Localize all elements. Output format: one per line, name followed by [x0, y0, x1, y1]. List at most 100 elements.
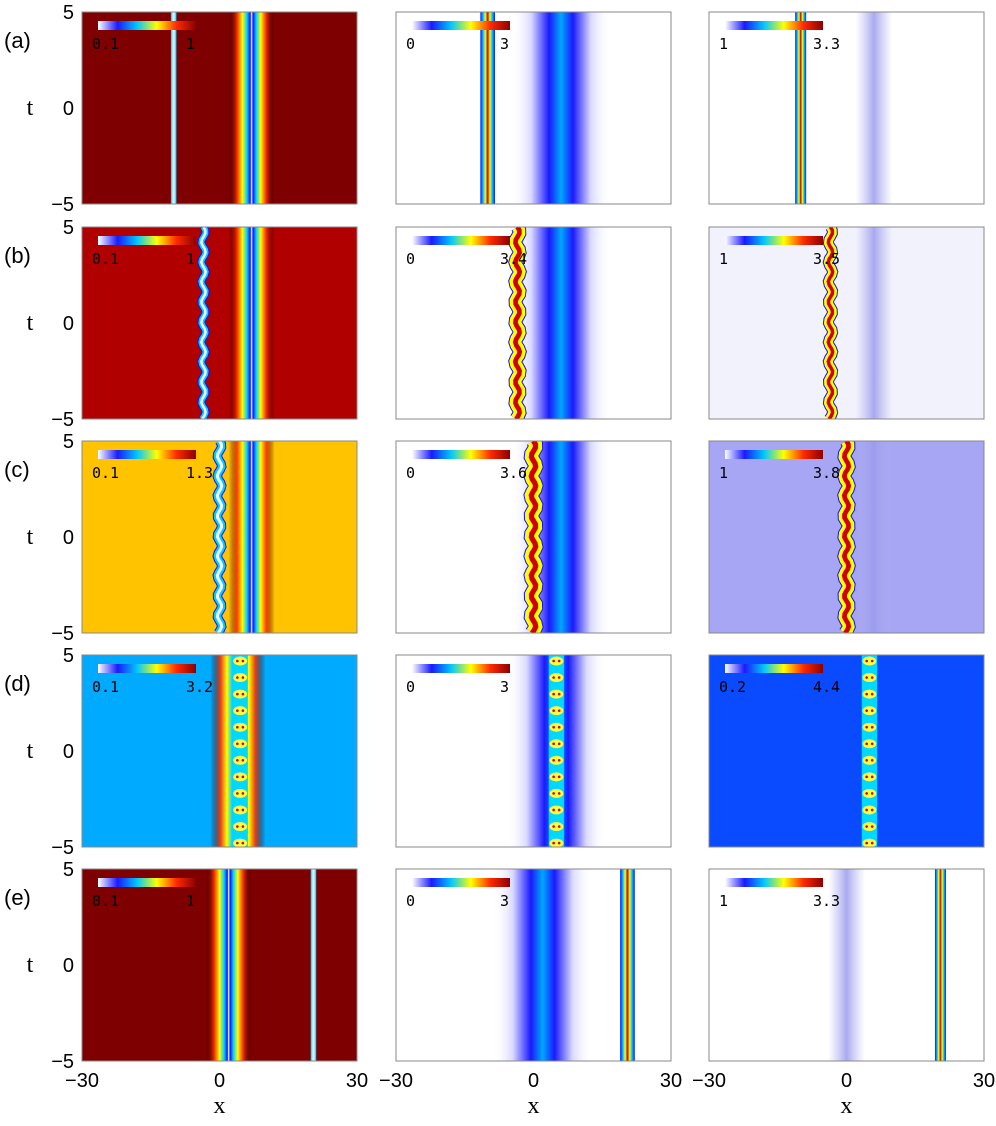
soliton-band — [855, 441, 893, 633]
y-tick-label: −5 — [51, 1051, 74, 1073]
colorbar-max-label: 3.4 — [500, 250, 527, 268]
y-tick-label: 5 — [63, 645, 74, 667]
y-tick-label: 5 — [63, 2, 74, 24]
breather-bead — [549, 689, 564, 699]
breather-bead — [236, 775, 239, 779]
panel-frame — [708, 868, 985, 1062]
panel-frame — [395, 11, 672, 205]
breather-bead — [865, 792, 868, 795]
breather-bead — [233, 689, 248, 699]
soliton-band — [480, 12, 495, 204]
colorbar-min-label: 0 — [406, 250, 415, 268]
panel-row-label: (d) — [4, 671, 31, 696]
breather-bead — [236, 676, 239, 679]
panel-frame — [708, 11, 985, 205]
breather-bead — [236, 792, 239, 795]
breather-bead — [233, 822, 248, 832]
soliton-band — [855, 227, 893, 419]
x-tick-label: 30 — [346, 1070, 368, 1092]
y-tick-label: 5 — [63, 217, 74, 239]
x-tick-label: −30 — [65, 1070, 99, 1092]
breather-bead — [241, 709, 245, 712]
y-tick-label: 0 — [63, 527, 74, 549]
breather-bead — [241, 792, 245, 795]
breather-bead — [549, 772, 564, 782]
colorbar — [98, 236, 196, 245]
breather-bead — [557, 825, 561, 828]
colorbar-max-label: 4.4 — [813, 678, 840, 696]
breather-bead — [233, 739, 248, 749]
breather-bead — [557, 659, 561, 663]
soliton-band — [620, 869, 635, 1061]
colorbar — [725, 664, 823, 673]
colorbar-max-label: 3 — [500, 35, 509, 53]
breather-bead — [549, 739, 564, 749]
x-tick-label: −30 — [692, 1070, 726, 1092]
breather-line — [200, 227, 207, 419]
y-axis-label: t — [27, 310, 34, 336]
soliton-band — [828, 869, 865, 1061]
panel-background — [82, 227, 357, 419]
x-tick-label: 0 — [841, 1070, 852, 1092]
breather-bead — [549, 788, 564, 798]
x-axis-label: x — [528, 1093, 540, 1119]
breather-bead — [870, 742, 874, 746]
breather-bead — [865, 808, 868, 812]
colorbar-max-label: 3 — [500, 892, 509, 910]
breather-bead — [870, 692, 874, 696]
breather-bead — [862, 689, 877, 699]
y-tick-label: 0 — [63, 98, 74, 120]
breather-bead — [549, 722, 564, 732]
breather-bead — [552, 841, 555, 845]
heatmap-panel: 1 3.3 −30 0 30 x — [692, 868, 995, 1119]
panel-frame — [395, 868, 672, 1062]
colorbar-min-label: 0 — [406, 464, 415, 482]
soliton-band — [511, 227, 611, 419]
colorbar-min-label: 1 — [719, 250, 728, 268]
breather-bead — [865, 775, 868, 779]
colorbar-max-label: 1 — [186, 892, 195, 910]
colorbar-min-label: 1 — [719, 892, 728, 910]
breather-bead — [862, 822, 877, 832]
y-axis-label: t — [27, 524, 34, 550]
colorbar — [412, 236, 510, 245]
y-tick-label: 0 — [63, 741, 74, 763]
breather-bead — [241, 825, 245, 828]
x-axis-label: x — [841, 1093, 853, 1119]
breather-bead — [241, 676, 245, 679]
y-axis-label: t — [27, 95, 34, 121]
breather-bead — [870, 841, 874, 845]
heatmap-panel: 0 3 −30 0 30 x — [379, 868, 682, 1119]
y-axis-label: t — [27, 738, 34, 764]
panel-row-label: (c) — [4, 457, 30, 482]
colorbar-min-label: 0 — [406, 678, 415, 696]
breather-bead — [557, 692, 561, 696]
y-axis-label: t — [27, 952, 34, 978]
breather-bead — [862, 739, 877, 749]
heatmap-panel: 0.2 4.4 — [708, 654, 985, 848]
breather-bead — [557, 759, 561, 762]
heatmap-panel: 1 3.8 — [708, 440, 985, 634]
breather-bead — [865, 676, 868, 679]
panel-frame — [81, 868, 358, 1062]
breather-column — [548, 655, 565, 847]
breather-bead — [862, 656, 877, 666]
x-tick-label: 0 — [528, 1070, 539, 1092]
y-tick-label: −5 — [51, 623, 74, 645]
breather-column — [232, 655, 248, 847]
breather-bead — [552, 825, 555, 828]
breather-bead — [557, 792, 561, 795]
colorbar-min-label: 1 — [719, 35, 728, 53]
colorbar — [412, 450, 510, 459]
breather-bead — [870, 759, 874, 762]
breather-bead — [552, 808, 555, 812]
breather-bead — [236, 759, 239, 762]
breather-bead — [862, 788, 877, 798]
breather-bead — [241, 841, 245, 845]
panel-frame — [81, 11, 358, 205]
breather-bead — [557, 775, 561, 779]
colorbar — [412, 664, 510, 673]
colorbar — [725, 21, 823, 30]
